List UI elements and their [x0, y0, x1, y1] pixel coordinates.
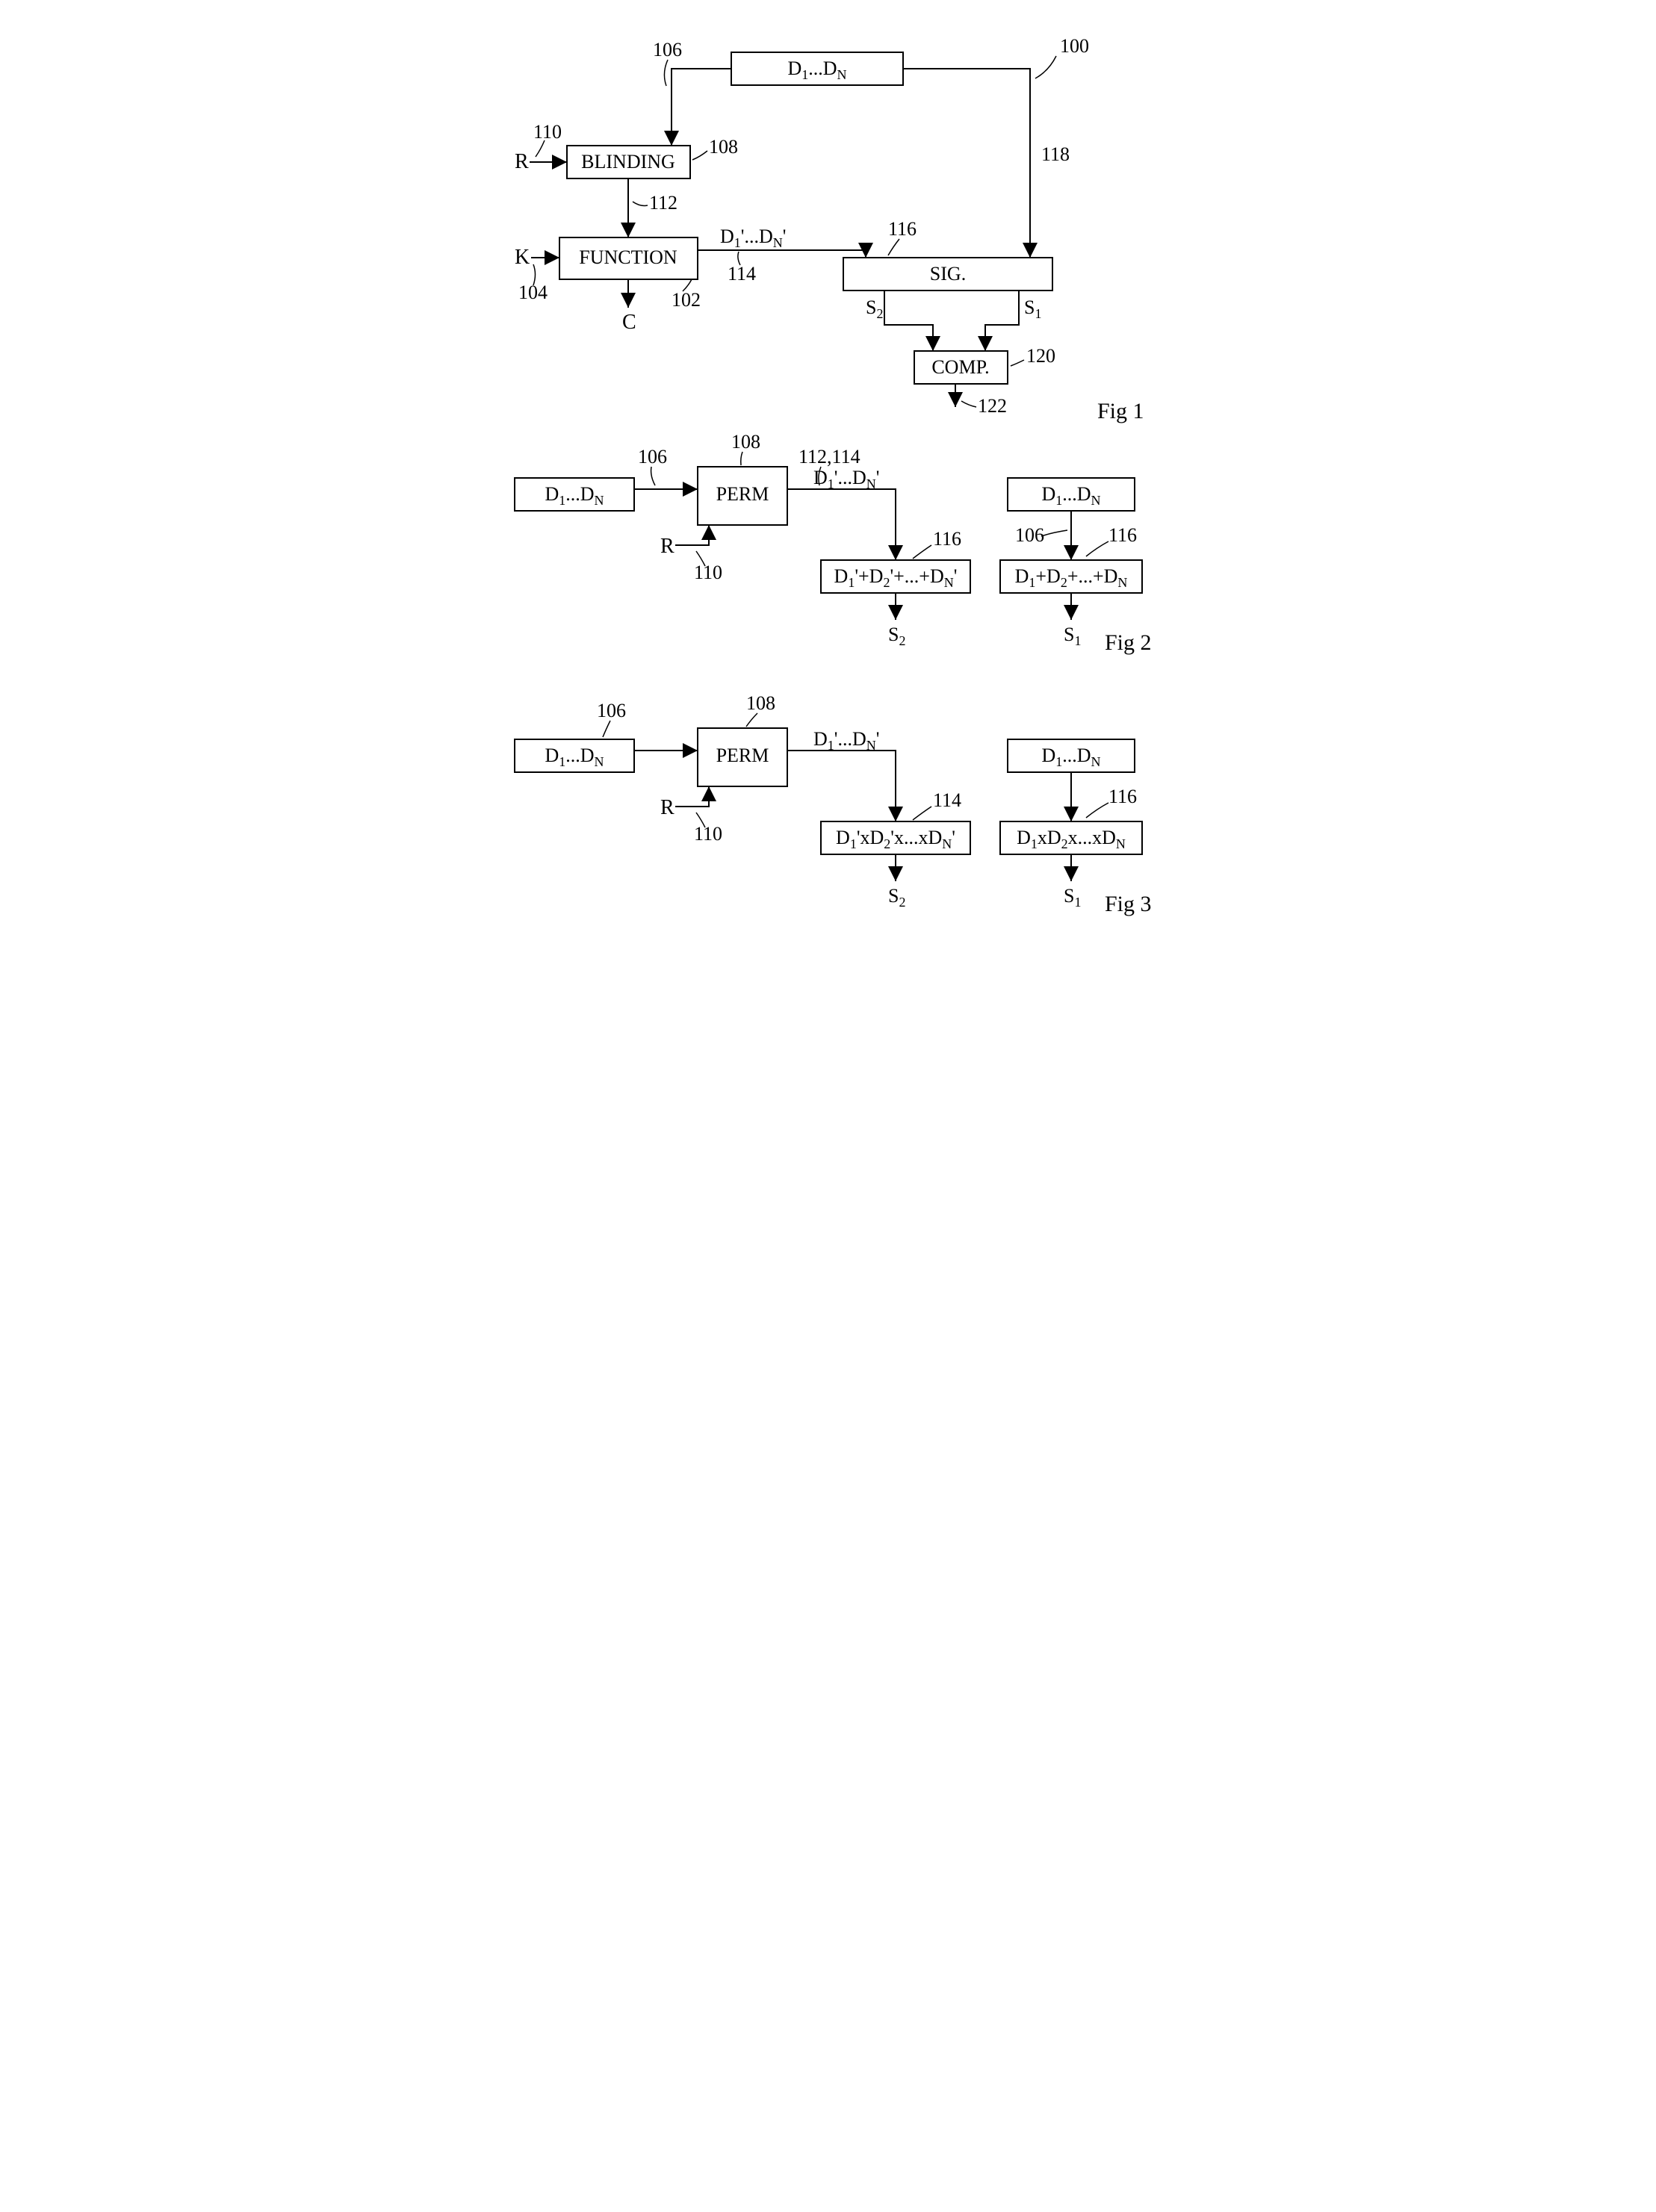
- fig1: 100 D1...DN 106 118 BLINDING 108 R 110 1…: [515, 35, 1144, 423]
- f3r-label-S1: S1: [1064, 885, 1081, 910]
- f2-label-Dprime: D1'...DN': [813, 467, 879, 491]
- label-S1: S1: [1024, 296, 1041, 321]
- fig1-title: Fig 1: [1097, 399, 1144, 423]
- ref-108: 108: [709, 136, 738, 158]
- f2-ref-116l: 116: [933, 528, 961, 550]
- leader-110: [536, 140, 545, 157]
- f3-label-S2: S2: [888, 885, 905, 910]
- ref-122: 122: [978, 395, 1007, 417]
- edge-sig-s1: [985, 291, 1019, 351]
- label-C: C: [622, 311, 636, 334]
- f3-label-R: R: [660, 796, 675, 819]
- label-R: R: [515, 150, 529, 173]
- ref-106: 106: [653, 39, 682, 60]
- ref-120: 120: [1026, 345, 1055, 367]
- ref-118: 118: [1041, 143, 1070, 165]
- f3-ref-114: 114: [933, 789, 961, 811]
- f3-ref-110: 110: [694, 823, 722, 845]
- label-Dprime: D1'...DN': [720, 226, 786, 250]
- leader-122: [961, 401, 976, 407]
- edge-function-to-sig: [698, 250, 866, 258]
- label-S2: S2: [866, 296, 883, 321]
- f2-label-S2: S2: [888, 624, 905, 648]
- f2-ref-112114: 112,114: [798, 446, 860, 467]
- edge-data-to-blinding: [672, 69, 731, 146]
- leader-116: [888, 239, 899, 255]
- label-comp: COMP.: [931, 356, 989, 378]
- ref-114: 114: [728, 263, 756, 285]
- f3-ref-106: 106: [597, 700, 626, 721]
- label-function: FUNCTION: [579, 246, 677, 268]
- label-sig: SIG.: [929, 263, 965, 285]
- fig3-title: Fig 3: [1105, 892, 1152, 916]
- f2-label-R: R: [660, 535, 675, 558]
- ref-100: 100: [1060, 35, 1089, 57]
- label-blinding: BLINDING: [581, 151, 675, 173]
- edge-data-to-sig: [903, 69, 1030, 258]
- f3r-ref-116: 116: [1108, 786, 1137, 807]
- fig3: D1...DN PERM 106 108 R 110 D1'...DN' 114…: [515, 692, 1152, 916]
- leader-108: [692, 151, 707, 160]
- ref-102: 102: [672, 289, 701, 311]
- edge-sig-s2: [884, 291, 933, 351]
- fig2: D1...DN PERM 106 108 R 110 D1'...DN' 112…: [515, 431, 1152, 655]
- label-K: K: [515, 246, 530, 269]
- diagram-canvas: 100 D1...DN 106 118 BLINDING 108 R 110 1…: [470, 30, 1187, 986]
- f2r-ref-116: 116: [1108, 524, 1137, 546]
- f2r-ref-106: 106: [1015, 524, 1044, 546]
- f3-edge-perm-prod: [787, 751, 896, 821]
- ref-116: 116: [888, 218, 917, 240]
- f3-edge-R: [675, 786, 709, 807]
- leader-120: [1011, 360, 1024, 366]
- f2-ref-106: 106: [638, 446, 667, 467]
- leader-112: [633, 202, 648, 205]
- leader-100: [1035, 56, 1056, 78]
- fig2-title: Fig 2: [1105, 630, 1152, 655]
- f3-label-perm: PERM: [716, 745, 769, 766]
- leader-106: [664, 60, 668, 86]
- f2-ref-110: 110: [694, 562, 722, 583]
- ref-110: 110: [533, 121, 562, 143]
- f2r-label-S1: S1: [1064, 624, 1081, 648]
- f2-label-perm: PERM: [716, 483, 769, 505]
- f3-label-Dprime: D1'...DN': [813, 728, 879, 753]
- f2-edge-perm-sum: [787, 489, 896, 560]
- f2-edge-R: [675, 525, 709, 545]
- f2-ref-108: 108: [731, 431, 760, 453]
- f3-ref-108: 108: [746, 692, 775, 714]
- ref-112: 112: [649, 192, 677, 214]
